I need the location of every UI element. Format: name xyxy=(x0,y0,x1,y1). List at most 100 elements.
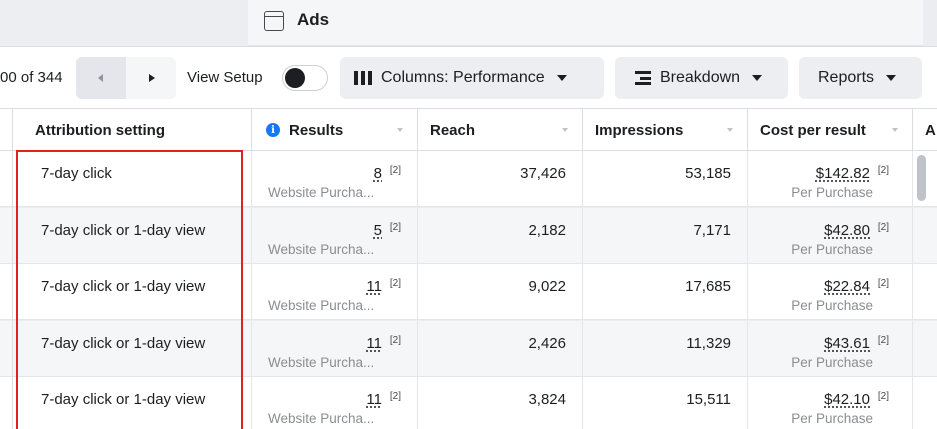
results-cell[interactable]: 11 [2] Website Purcha... xyxy=(252,264,418,320)
attribution-cell[interactable]: 7-day click or 1-day view xyxy=(13,207,252,264)
sort-caret-icon[interactable] xyxy=(892,128,898,132)
table-row[interactable]: 7-day click or 1-day view 5 [2] Website Pur… xyxy=(0,207,937,264)
attribution-cell[interactable]: 7-day click or 1-day view xyxy=(13,264,252,320)
impressions-cell: 17,685 xyxy=(583,264,748,320)
reach-cell: 9,022 xyxy=(418,264,583,320)
table-row[interactable]: 7-day click or 1-day view 11 [2] Website Pu… xyxy=(0,377,937,429)
impressions-value: 53,185 xyxy=(685,165,731,182)
header-next-column[interactable]: A xyxy=(913,109,937,151)
cost-per-result-value-link[interactable]: $43.61 xyxy=(824,334,870,352)
impressions-value: 11,329 xyxy=(686,334,731,352)
header-label: Impressions xyxy=(595,121,684,139)
impressions-value: 15,511 xyxy=(686,391,731,408)
reach-cell: 37,426 xyxy=(418,151,583,207)
grid-divider xyxy=(12,109,13,429)
table-row[interactable]: 7-day click or 1-day view 11 [2] Website Pu… xyxy=(0,264,937,320)
caret-down-icon xyxy=(752,75,763,81)
vertical-scrollbar[interactable] xyxy=(917,155,926,201)
cost-per-result-type: Per Purchase xyxy=(791,298,873,313)
cost-per-result-footnote: [2] xyxy=(877,391,889,402)
sort-caret-icon[interactable] xyxy=(562,128,568,132)
toggle-knob xyxy=(285,68,305,88)
results-type: Website Purcha... xyxy=(268,298,375,313)
impressions-value: 7,171 xyxy=(693,221,731,239)
results-cell[interactable]: 11 [2] Website Purcha... xyxy=(252,377,418,429)
previous-page-button[interactable] xyxy=(76,57,126,99)
view-setup-toggle[interactable] xyxy=(282,65,328,91)
cost-per-result-value-link[interactable]: $42.10 xyxy=(824,391,870,408)
table-row[interactable]: 7-day click 8 [2] Website Purcha... 37,426 53… xyxy=(0,151,937,207)
results-cell[interactable]: 8 [2] Website Purcha... xyxy=(252,151,418,207)
reach-value: 2,182 xyxy=(528,221,566,239)
results-value-link[interactable]: 11 xyxy=(366,278,382,295)
reports-dropdown-label: Reports xyxy=(818,69,875,86)
sort-caret-icon[interactable] xyxy=(727,128,733,132)
header-label: Attribution setting xyxy=(35,121,165,139)
window-icon xyxy=(264,11,284,31)
header-cost-per-result[interactable]: Cost per result xyxy=(748,109,913,151)
header-label: Reach xyxy=(430,121,476,139)
columns-dropdown-button[interactable]: Columns: Performance xyxy=(340,57,604,99)
attribution-cell[interactable]: 7-day click or 1-day view xyxy=(13,377,252,429)
reach-cell: 3,824 xyxy=(418,377,583,429)
reach-value: 3,824 xyxy=(528,391,566,408)
info-icon[interactable]: i xyxy=(266,123,280,137)
table-row[interactable]: 7-day click or 1-day view 11 [2] Website Pu… xyxy=(0,320,937,377)
attribution-cell[interactable]: 7-day click xyxy=(13,151,252,207)
caret-down-icon xyxy=(556,75,567,81)
cost-per-result-type: Per Purchase xyxy=(791,411,873,426)
view-setup-label: View Setup xyxy=(187,69,263,86)
table-toolbar: 00 of 344 View Setup Columns: Performanc… xyxy=(0,46,937,108)
header-results[interactable]: i Results xyxy=(252,109,418,151)
reports-dropdown-button[interactable]: Reports xyxy=(799,57,922,99)
impressions-value: 17,685 xyxy=(685,278,731,295)
cost-per-result-cell[interactable]: $42.10 [2] Per Purchase xyxy=(748,377,913,429)
ads-panel-header: Ads xyxy=(248,0,923,46)
results-value-link[interactable]: 5 xyxy=(373,221,382,239)
results-cell[interactable]: 11 [2] Website Purcha... xyxy=(252,320,418,377)
cost-per-result-footnote: [2] xyxy=(877,278,889,289)
reach-cell: 2,182 xyxy=(418,207,583,264)
results-value-link[interactable]: 11 xyxy=(366,334,382,352)
attribution-setting-value: 7-day click or 1-day view xyxy=(41,221,206,239)
attribution-cell[interactable]: 7-day click or 1-day view xyxy=(13,320,252,377)
cost-per-result-value-link[interactable]: $22.84 xyxy=(824,278,870,295)
cost-per-result-footnote: [2] xyxy=(877,334,889,346)
header-attribution-setting[interactable]: Attribution setting xyxy=(13,109,252,151)
results-type: Website Purcha... xyxy=(268,241,375,257)
cost-per-result-footnote: [2] xyxy=(877,221,889,233)
sort-caret-icon[interactable] xyxy=(397,128,403,132)
pagination-range: 00 of 344 xyxy=(0,69,63,86)
cost-per-result-cell[interactable]: $142.82 [2] Per Purchase xyxy=(748,151,913,207)
reach-value: 37,426 xyxy=(520,165,566,182)
results-value-link[interactable]: 11 xyxy=(366,391,382,408)
breakdown-dropdown-button[interactable]: Breakdown xyxy=(615,57,788,99)
cost-per-result-type: Per Purchase xyxy=(791,241,873,257)
cost-per-result-value-link[interactable]: $42.80 xyxy=(824,221,870,239)
reach-value: 9,022 xyxy=(528,278,566,295)
cost-per-result-cell[interactable]: $42.80 [2] Per Purchase xyxy=(748,207,913,264)
next-page-button[interactable] xyxy=(126,57,176,99)
results-footnote: [2] xyxy=(389,391,401,402)
results-type: Website Purcha... xyxy=(268,411,375,426)
header-reach[interactable]: Reach xyxy=(418,109,583,151)
cost-per-result-value-link[interactable]: $142.82 xyxy=(815,165,870,182)
results-footnote: [2] xyxy=(389,278,401,289)
cost-per-result-cell[interactable]: $43.61 [2] Per Purchase xyxy=(748,320,913,377)
ads-title: Ads xyxy=(297,10,330,29)
results-type: Website Purcha... xyxy=(268,354,375,370)
next-column-cell xyxy=(913,208,937,264)
header-label: Cost per result xyxy=(760,121,866,139)
columns-dropdown-label: Columns: Performance xyxy=(381,69,545,86)
attribution-setting-value: 7-day click or 1-day view xyxy=(41,334,206,352)
breakdown-icon xyxy=(635,71,651,85)
results-cell[interactable]: 5 [2] Website Purcha... xyxy=(252,207,418,264)
cost-per-result-footnote: [2] xyxy=(877,165,889,176)
next-column-cell xyxy=(913,321,937,377)
breakdown-dropdown-label: Breakdown xyxy=(660,69,741,86)
cost-per-result-cell[interactable]: $22.84 [2] Per Purchase xyxy=(748,264,913,320)
next-column-cell xyxy=(913,377,937,429)
header-impressions[interactable]: Impressions xyxy=(583,109,748,151)
header-label: Results xyxy=(289,121,344,139)
results-value-link[interactable]: 8 xyxy=(373,165,382,182)
